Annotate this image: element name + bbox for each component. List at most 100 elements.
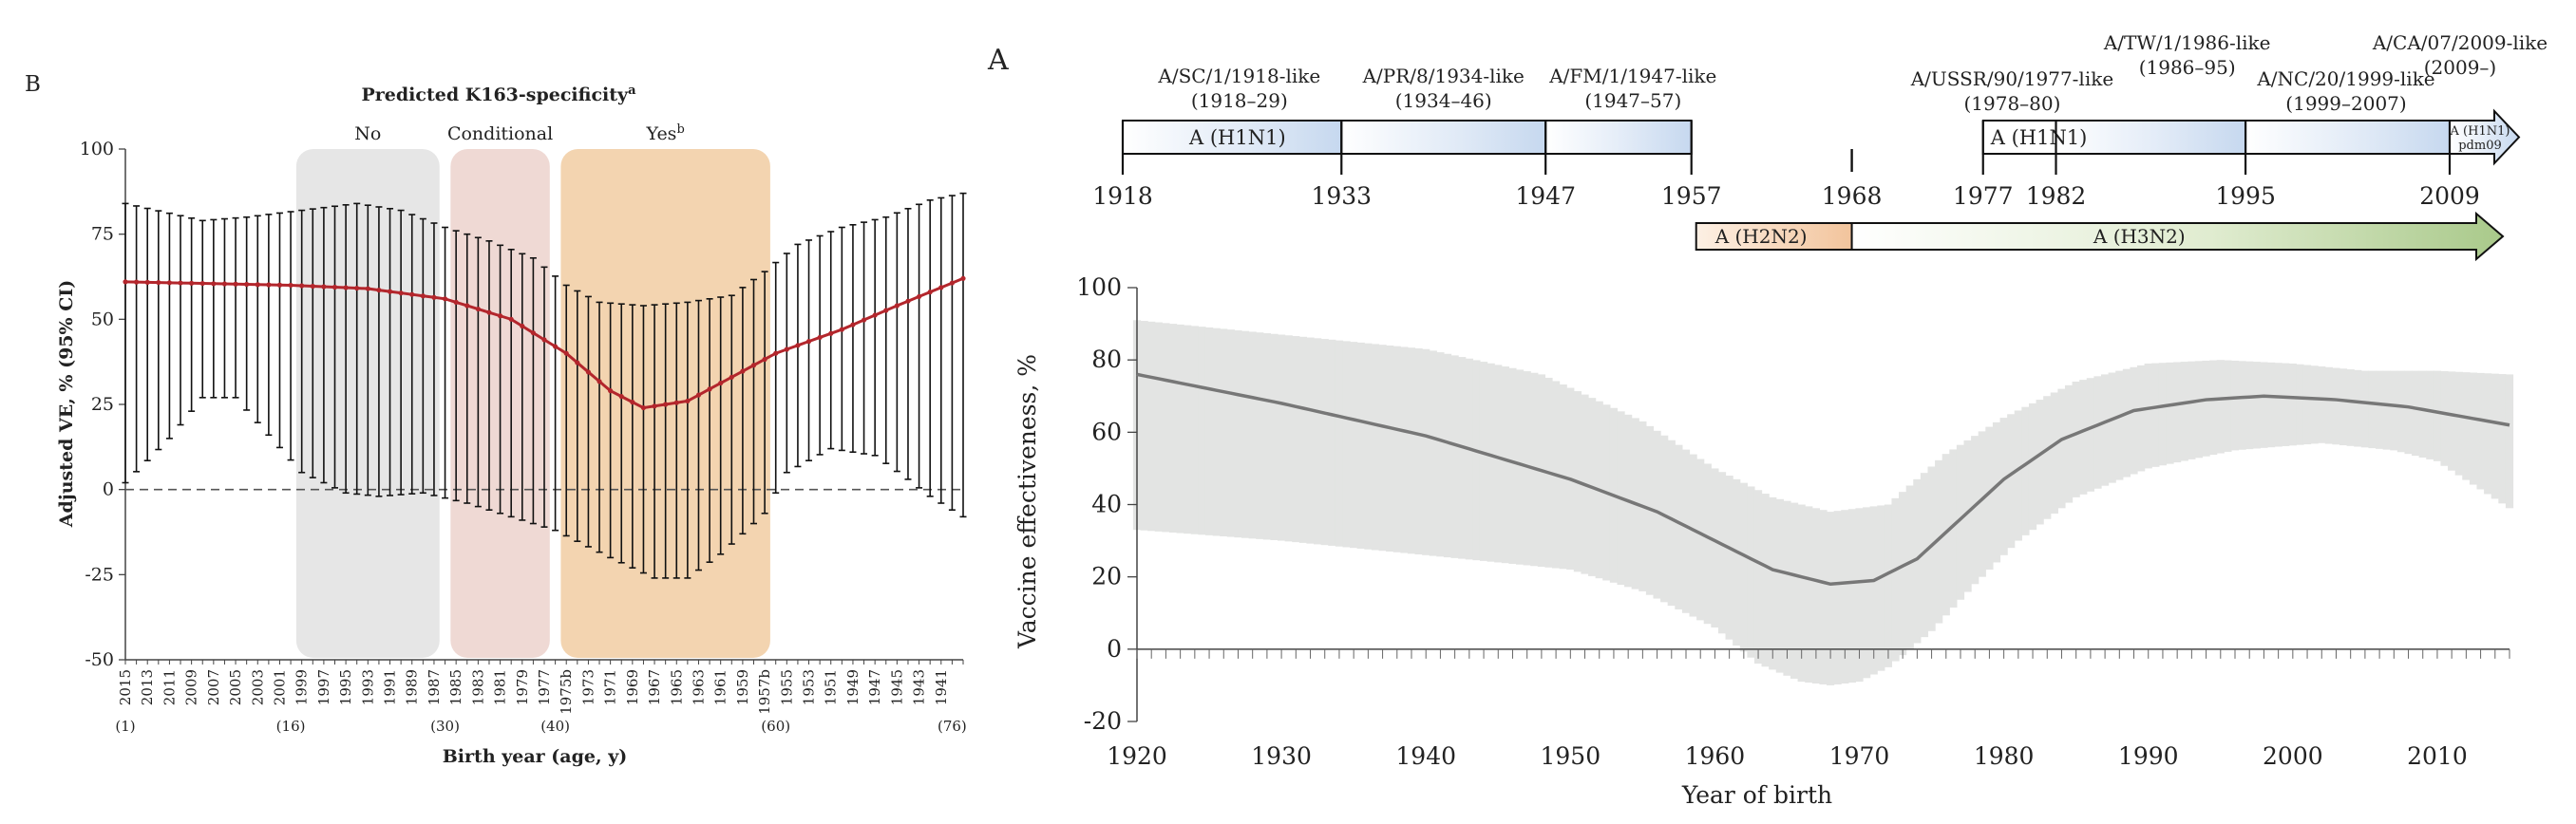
- ci-band-segment: [1992, 421, 2001, 563]
- ci-band-segment: [2101, 374, 2110, 486]
- ci-band-segment: [1422, 348, 1430, 555]
- panel-a-y-tick-label: 40: [1091, 491, 1122, 518]
- ve-estimate-point: [244, 281, 250, 288]
- ci-band-segment: [2498, 374, 2507, 504]
- ci-band-segment: [1443, 353, 1452, 558]
- panel-b-title: Predicted K163-specificitya: [362, 84, 637, 105]
- timeline-year-label: 2009: [2419, 182, 2480, 210]
- ve-curve: [1136, 372, 2510, 587]
- panel-b-x-tick-label: 1991: [382, 669, 399, 705]
- ve-estimate-point: [795, 343, 801, 348]
- ve-estimate-point: [563, 350, 569, 356]
- panel-b-title-sup: a: [628, 84, 636, 98]
- ve-estimate-point: [453, 299, 459, 305]
- ci-band-segment: [2354, 369, 2362, 447]
- panel-a-x-tick-label: 2000: [2263, 742, 2323, 770]
- ci-band-segment: [1761, 494, 1770, 667]
- ci-band-segment: [1847, 509, 1857, 684]
- ve-estimate-point: [144, 279, 150, 285]
- ci-band-segment: [1350, 342, 1358, 549]
- panel-a-ve-line: [1136, 372, 2510, 587]
- panel-b-label: B: [25, 72, 41, 97]
- panel-b-x-tick-label: 1951: [823, 669, 840, 705]
- ci-band-segment: [2396, 370, 2406, 453]
- ci-band-segment: [1747, 486, 1755, 658]
- ci-band-segment: [1472, 360, 1481, 561]
- panel-b-x-tick-label: 2003: [249, 669, 266, 705]
- ve-estimate-point: [597, 379, 602, 384]
- ci-band-segment: [1494, 365, 1503, 563]
- pdm09-label-line1: A (H1N1): [2450, 124, 2510, 139]
- ci-band-segment: [2230, 360, 2240, 451]
- panel-b-x-tick-label: 2001: [271, 669, 288, 705]
- ci-band-segment: [1797, 504, 1806, 683]
- panel-b-x-tick-label: 1973: [579, 669, 597, 705]
- ci-band-segment: [2296, 364, 2304, 445]
- ve-estimate-point: [905, 298, 911, 304]
- ve-estimate-point: [189, 280, 195, 286]
- strain-name-label: A/TW/1/1986-like: [2103, 31, 2271, 54]
- ve-estimate-point: [331, 284, 338, 290]
- h1n1-bar-segment-1918: [1122, 120, 1343, 155]
- ci-band-segment: [1487, 363, 1495, 562]
- strain-name-label: A/CA/07/2009-like: [2372, 31, 2548, 54]
- ci-band-segment: [2426, 370, 2434, 459]
- ve-estimate-point: [541, 337, 547, 343]
- panel-b-x-tick-label: 1979: [514, 669, 531, 705]
- panel-b-x-tick-label: 1987: [426, 669, 443, 705]
- ci-band-segment: [1364, 343, 1373, 550]
- ci-band-segment: [1884, 504, 1893, 667]
- ci-band-segment: [2173, 362, 2182, 463]
- panel-b-x-tick-label: 1955: [778, 669, 795, 705]
- panel-b-title-text: Predicted K163-specificity: [362, 84, 630, 105]
- ci-band-segment: [1841, 510, 1849, 684]
- ci-band-segment: [2368, 370, 2377, 449]
- ci-band-segment: [1963, 440, 1972, 592]
- ve-estimate-point: [872, 312, 878, 318]
- ve-estimate-point: [288, 282, 294, 289]
- panel-b-ylabel: Adjusted VE, % (95% CI): [56, 280, 77, 528]
- strain-name-label: A/FM/1/1947-like: [1548, 65, 1716, 87]
- ci-band-segment: [1899, 492, 1907, 656]
- ci-band-segment: [1465, 358, 1473, 560]
- panel-a-axes: -20 0 20 40 60 80 100 1920 1930 1940 1950 1960 1970 1…: [1076, 273, 2510, 770]
- ci-band-segment: [1220, 328, 1228, 537]
- ci-band-segment: [1204, 327, 1214, 535]
- panel-b-x-tick-label: 1983: [469, 669, 486, 705]
- ci-band-segment: [2318, 366, 2326, 443]
- panel-a-x-tick-label: 1940: [1395, 742, 1456, 770]
- ci-band-segment: [2310, 365, 2319, 444]
- region-label-text: Conditional: [447, 123, 553, 144]
- ve-estimate-point: [750, 363, 757, 368]
- ci-band-segment: [1811, 508, 1820, 684]
- panel-b-x-tick-label: 1953: [801, 669, 818, 705]
- ci-band-segment: [1234, 329, 1242, 538]
- ci-band-segment: [1414, 347, 1423, 555]
- ci-band-segment: [2332, 367, 2340, 445]
- ci-band-segment: [1725, 476, 1733, 640]
- ve-estimate-point: [762, 356, 767, 363]
- h1n1-bar-segment-1982: [2055, 120, 2247, 155]
- ci-band-segment: [2454, 371, 2463, 476]
- ve-estimate-point: [773, 350, 779, 356]
- panel-a-ci-band: [1132, 320, 2514, 685]
- ci-band-segment: [1429, 350, 1437, 556]
- timeline-year-label: 1995: [2215, 182, 2276, 210]
- panel-a-x-tick-label: 1980: [1974, 742, 2035, 770]
- ci-band-segment: [2043, 396, 2052, 519]
- ci-band-segment: [2346, 369, 2355, 446]
- strain-name-label: A/SC/1/1918-like: [1157, 65, 1320, 87]
- ci-band-segment: [2036, 400, 2044, 525]
- panel-a-x-tick-label: 1960: [1685, 742, 1746, 770]
- ci-band-segment: [1278, 334, 1286, 541]
- ci-band-segment: [1819, 510, 1828, 684]
- ve-estimate-point: [233, 281, 238, 287]
- ve-estimate-point: [321, 284, 327, 290]
- ci-band-segment: [1298, 336, 1308, 543]
- ci-band-segment: [1703, 463, 1712, 625]
- ve-estimate-point: [850, 322, 856, 328]
- ci-band-segment: [2462, 372, 2471, 480]
- ve-estimate-point: [199, 280, 205, 287]
- ci-band-segment: [1733, 478, 1741, 646]
